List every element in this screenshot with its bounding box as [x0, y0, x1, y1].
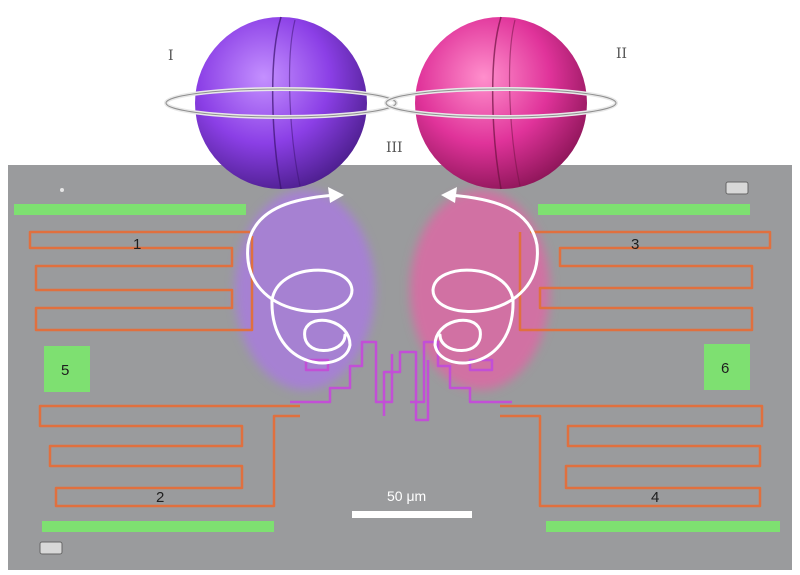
arrowhead-right-icon — [441, 187, 457, 203]
label-roman-II: II — [616, 46, 627, 62]
pad-5 — [44, 346, 90, 392]
corner-pad-top-right — [725, 181, 749, 195]
corner-pad-bottom-left — [39, 541, 63, 555]
label-pad-6: 6 — [721, 360, 729, 377]
label-roman-I: I — [168, 48, 174, 64]
spin-spiral-left — [246, 193, 354, 365]
resonator-3 — [518, 230, 772, 332]
label-resonator-4: 4 — [651, 489, 659, 506]
label-resonator-1: 1 — [133, 236, 141, 253]
glow-right — [410, 190, 550, 390]
qubit-loop-left — [304, 358, 330, 372]
label-resonator-2: 2 — [156, 489, 164, 506]
green-electrode-bottom-right — [546, 521, 780, 532]
arrowhead-left-icon — [328, 187, 344, 203]
resonator-4 — [500, 404, 764, 508]
scale-bar-label: 50 μm — [387, 488, 426, 504]
sphere-right — [384, 16, 618, 190]
qubit-wiring-left — [290, 340, 394, 404]
resonator-2 — [38, 404, 300, 508]
glow-left — [235, 190, 375, 390]
spin-spiral-right — [431, 193, 539, 365]
dust-speck — [60, 188, 64, 192]
resonator-1 — [28, 230, 254, 332]
scale-bar — [352, 511, 472, 518]
sphere-left — [164, 16, 398, 190]
qubit-wiring-center — [382, 350, 430, 422]
pad-6 — [704, 344, 750, 390]
label-resonator-3: 3 — [631, 236, 639, 253]
green-electrode-bottom-left — [42, 521, 274, 532]
green-electrode-top-right — [538, 204, 750, 215]
label-pad-5: 5 — [61, 362, 69, 379]
label-roman-III: III — [386, 140, 403, 156]
qubit-wiring-right — [410, 340, 512, 404]
green-electrode-top-left — [14, 204, 246, 215]
